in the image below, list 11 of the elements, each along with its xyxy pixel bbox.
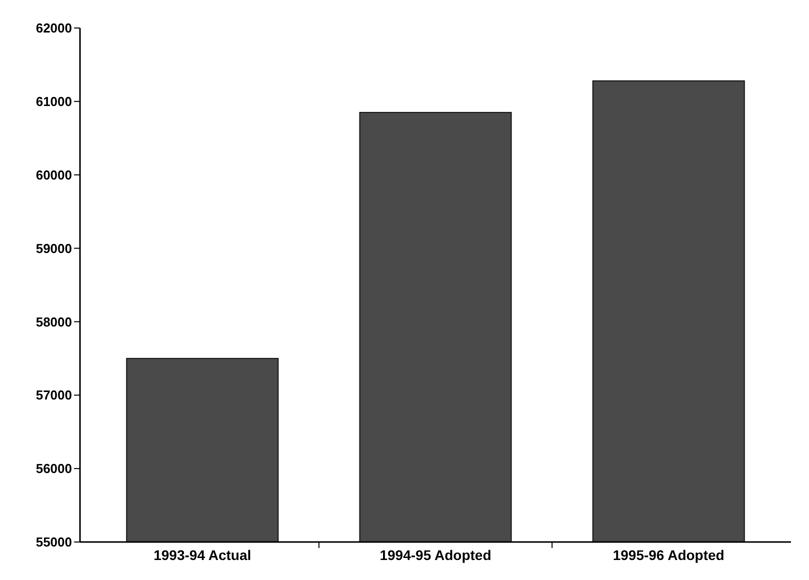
x-tick-label: 1994-95 Adopted bbox=[380, 547, 492, 563]
x-tick-label: 1993-94 Actual bbox=[154, 547, 252, 563]
y-tick-label: 60000 bbox=[36, 167, 72, 182]
y-tick-label: 56000 bbox=[36, 461, 72, 476]
y-tick-label: 59000 bbox=[36, 240, 72, 256]
x-tick-label: 1995-96 Adopted bbox=[612, 547, 724, 563]
y-tick-label: 58000 bbox=[36, 314, 72, 330]
y-tick-label: 55000 bbox=[36, 534, 72, 550]
y-tick-label: 57000 bbox=[36, 388, 72, 403]
y-tick-label: 62000 bbox=[36, 20, 72, 36]
y-tick-label: 61000 bbox=[36, 94, 72, 109]
